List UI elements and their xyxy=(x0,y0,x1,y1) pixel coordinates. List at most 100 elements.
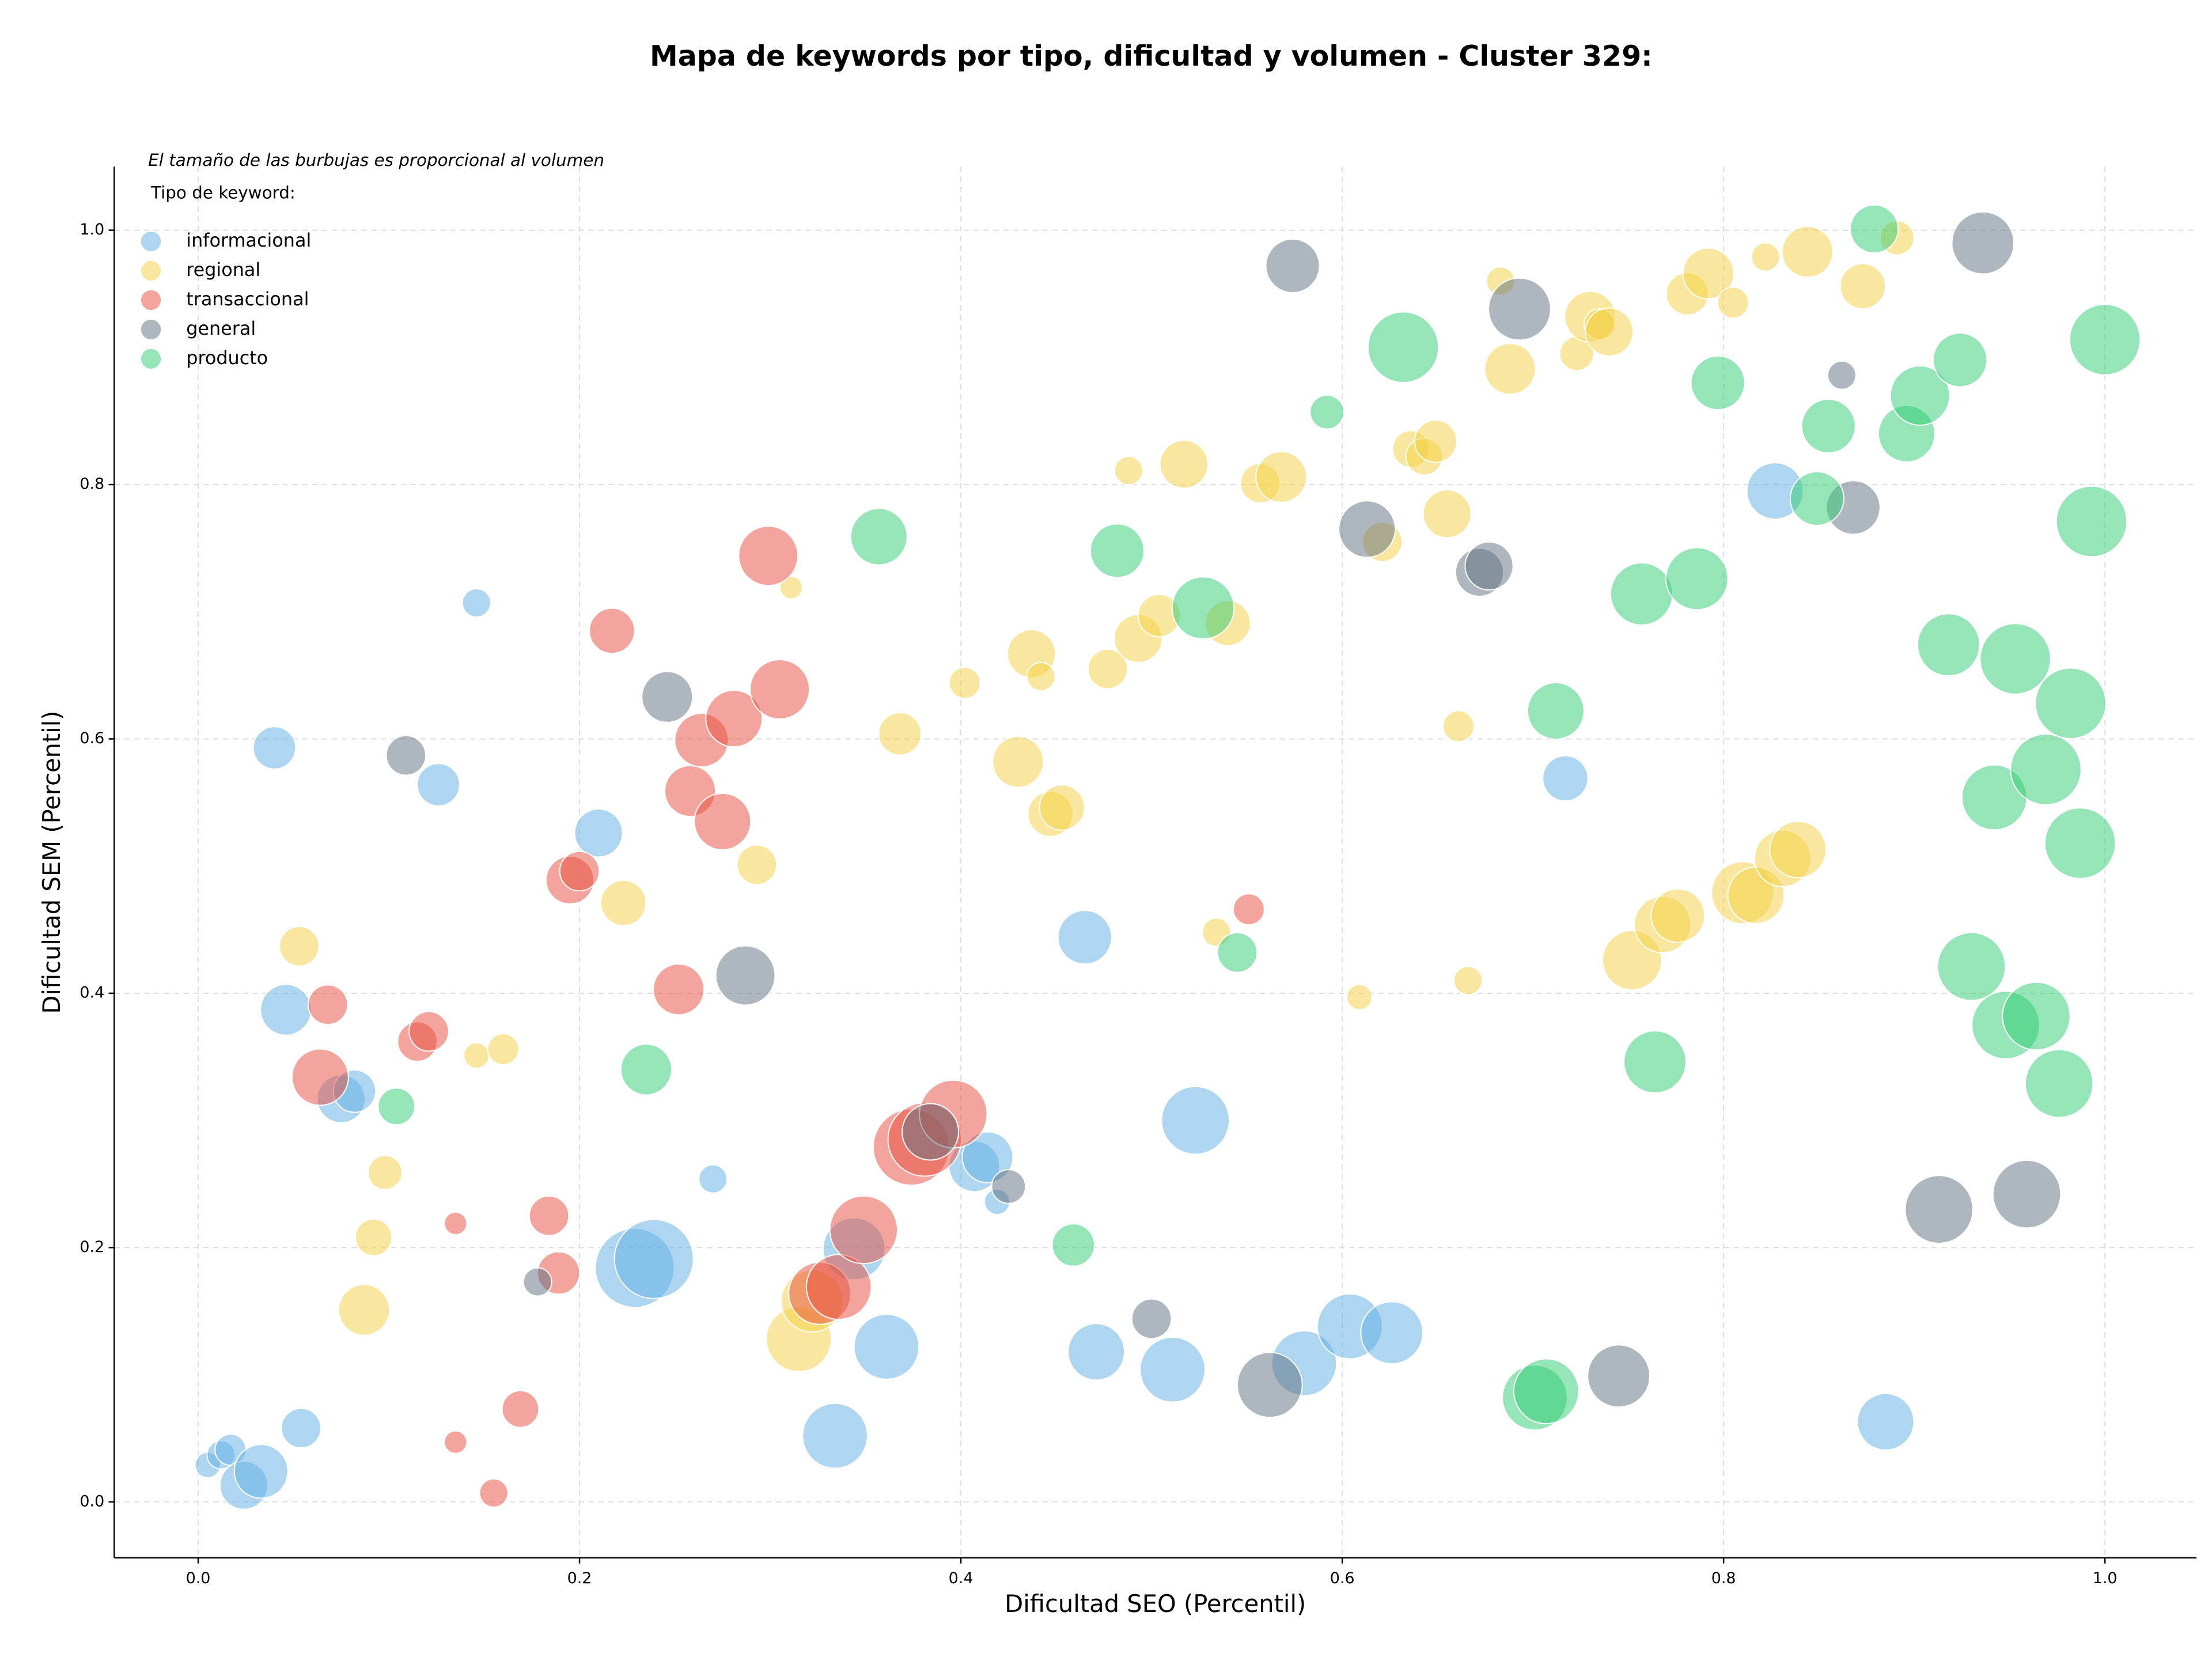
bubble xyxy=(416,763,460,807)
bubble xyxy=(252,726,297,770)
bubble xyxy=(1839,263,1886,309)
bubble xyxy=(1916,613,1980,677)
bubble xyxy=(1781,226,1834,278)
bubble xyxy=(487,1033,520,1065)
x-tick-label: 0.6 xyxy=(1330,1569,1355,1587)
bubble xyxy=(2035,667,2107,739)
bubble xyxy=(233,1444,289,1499)
bubble xyxy=(1265,238,1320,293)
legend-marker xyxy=(141,290,161,311)
bubble xyxy=(1464,541,1514,591)
bubble xyxy=(600,880,647,926)
bubble xyxy=(1889,365,1950,426)
bubble xyxy=(528,1195,570,1236)
bubble xyxy=(463,1042,490,1069)
bubble xyxy=(1422,489,1472,539)
legend-marker xyxy=(141,349,161,369)
bubble xyxy=(1717,286,1749,319)
bubble xyxy=(1513,1358,1580,1425)
legend-label: producto xyxy=(186,347,268,369)
bubble xyxy=(1827,360,1857,390)
bubble xyxy=(1087,648,1128,690)
chart-title: Mapa de keywords por tipo, dificultad y … xyxy=(650,40,1653,73)
x-tick-label: 0.8 xyxy=(1711,1569,1736,1587)
y-axis-label: Dificultad SEM (Percentil) xyxy=(37,710,66,1013)
bubble xyxy=(1171,576,1235,640)
bubble xyxy=(1937,932,2006,1001)
bubble xyxy=(260,983,312,1036)
y-tick-label: 0.2 xyxy=(79,1238,104,1256)
legend-title: Tipo de keyword: xyxy=(150,183,296,202)
bubble xyxy=(377,1087,416,1126)
bubble xyxy=(805,1254,872,1321)
bubble xyxy=(1488,277,1551,341)
y-tick-label: 0.0 xyxy=(79,1492,104,1510)
bubble xyxy=(1255,451,1308,503)
legend-label: transaccional xyxy=(186,288,309,310)
bubble xyxy=(1527,682,1585,740)
bubble xyxy=(522,1267,552,1297)
ticks: 0.0 0.2 0.4 0.6 0.8 1.0 0.0 0.2 0.4 0.6 0.8 1.0 xyxy=(79,221,2117,1587)
legend-marker xyxy=(141,260,161,281)
bubble xyxy=(1769,820,1827,879)
bubble xyxy=(991,1169,1027,1204)
bubble xyxy=(1584,307,1634,357)
bubble xyxy=(1131,1298,1172,1340)
bubble xyxy=(368,1155,403,1190)
annotation: El tamaño de las burbujas es proporciona… xyxy=(148,150,604,170)
bubble xyxy=(961,1131,1014,1183)
bubble xyxy=(1237,1352,1303,1418)
bubble xyxy=(613,1219,694,1299)
bubble xyxy=(1789,471,1844,526)
x-tick-label: 0.4 xyxy=(949,1569,974,1587)
bubble xyxy=(281,1408,322,1449)
bubble xyxy=(1057,910,1112,965)
bubble xyxy=(1650,888,1706,943)
bubble xyxy=(1857,1393,1915,1451)
bubble xyxy=(1453,966,1483,996)
bubble xyxy=(1360,1301,1424,1365)
bubble xyxy=(1139,1336,1206,1403)
legend-label: general xyxy=(186,317,256,339)
bubble xyxy=(620,1043,672,1096)
bubble xyxy=(338,1284,391,1336)
bubble xyxy=(850,508,908,566)
bubble xyxy=(444,1211,468,1236)
bubble xyxy=(1951,211,2015,275)
bubble xyxy=(1217,932,1258,973)
bubble xyxy=(1090,523,1145,578)
x-tick-label: 0.0 xyxy=(186,1569,211,1587)
bubble xyxy=(736,844,778,886)
legend-label: informacional xyxy=(186,229,311,251)
bubble xyxy=(1542,755,1589,802)
bubble xyxy=(1623,1030,1687,1094)
bubble xyxy=(1367,311,1440,383)
legend-marker xyxy=(141,231,161,252)
bubble xyxy=(1992,1159,2062,1229)
bubble xyxy=(738,525,799,587)
bubble xyxy=(1039,784,1085,831)
bubble xyxy=(444,1430,468,1454)
bubble xyxy=(461,588,491,618)
y-tick-label: 0.8 xyxy=(79,475,104,493)
bubble xyxy=(779,576,804,600)
bubble xyxy=(307,984,349,1026)
bubble xyxy=(829,1195,899,1265)
bubble xyxy=(1587,1344,1650,1408)
bubble xyxy=(2024,1049,2094,1118)
bubble xyxy=(1484,343,1536,395)
bubble xyxy=(705,690,763,748)
bubble xyxy=(902,1103,960,1161)
x-tick-label: 0.2 xyxy=(567,1569,592,1587)
bubble xyxy=(2055,485,2128,558)
y-tick-label: 0.4 xyxy=(79,983,104,1001)
bubble xyxy=(408,1011,449,1052)
bubble xyxy=(694,793,752,850)
bubble xyxy=(1442,710,1475,743)
bubble xyxy=(1904,1175,1974,1244)
bubble xyxy=(1933,332,1988,388)
bubble xyxy=(1414,419,1458,463)
y-tick-label: 1.0 xyxy=(79,221,104,239)
bubble xyxy=(1309,394,1344,430)
